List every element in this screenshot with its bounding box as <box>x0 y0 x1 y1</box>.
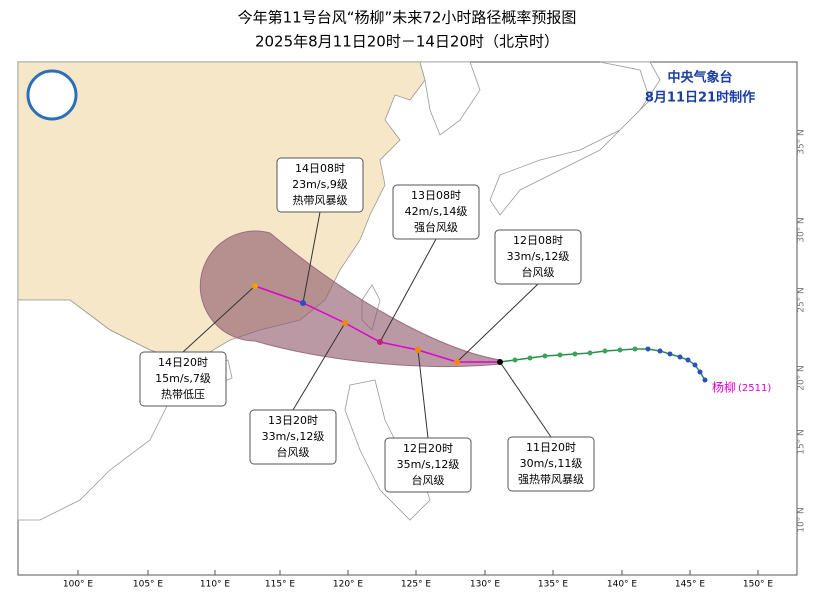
lon-label: 140° E <box>607 580 638 590</box>
past-dot <box>702 377 708 383</box>
track-point <box>252 283 258 289</box>
past-dot <box>617 347 623 353</box>
past-dot <box>692 362 698 368</box>
point-wind: 23m/s,9级 <box>292 178 348 191</box>
label-box <box>249 409 337 465</box>
storm-code: (2511) <box>738 383 771 394</box>
track-point <box>497 359 503 365</box>
point-time: 14日20时 <box>158 356 208 369</box>
point-grade: 热带低压 <box>161 388 205 401</box>
point-wind: 33m/s,12级 <box>262 430 325 443</box>
lat-label: 35° N <box>797 129 807 155</box>
lon-label: 135° E <box>538 580 569 590</box>
lat-label: 30° N <box>797 217 807 243</box>
past-dot <box>542 353 548 359</box>
probability-cone <box>199 230 501 367</box>
point-time: 13日20时 <box>268 414 318 427</box>
footer-strip <box>0 580 815 606</box>
track-point <box>454 359 460 365</box>
lon-label: 150° E <box>743 580 774 590</box>
track-point <box>415 347 421 353</box>
point-grade: 强台风级 <box>414 220 458 234</box>
connector <box>499 361 552 438</box>
lat-label: 25° N <box>797 287 807 313</box>
point-time: 14日08时 <box>295 162 345 175</box>
past-dot <box>632 346 638 352</box>
past-dot <box>527 355 533 361</box>
past-dot <box>645 346 651 352</box>
lon-label: 145° E <box>675 580 706 590</box>
point-grade: 热带风暴级 <box>293 194 348 207</box>
point-time: 11日20时 <box>526 441 576 454</box>
connector <box>182 285 256 353</box>
point-grade: 台风级 <box>412 473 445 487</box>
past-dot <box>587 350 593 356</box>
lon-label: 110° E <box>200 580 231 590</box>
logo <box>26 69 78 121</box>
lon-label: 115° E <box>265 580 296 590</box>
connector <box>417 349 429 439</box>
point-grade: 强热带风暴级 <box>518 473 584 486</box>
storm-name: 杨柳 <box>712 380 736 395</box>
connector <box>456 283 539 363</box>
lat-label: 15° N <box>797 429 807 455</box>
issued: 8月11日21时制作 <box>645 90 755 106</box>
label-box <box>507 436 595 492</box>
label-box <box>139 351 227 407</box>
label-box <box>384 437 472 493</box>
title: 今年第11号台风“杨柳”未来72小时路径概率预报图 <box>238 9 577 27</box>
past-dot <box>512 357 518 363</box>
lat-label: 10° N <box>797 507 807 533</box>
point-wind: 35m/s,12级 <box>397 458 460 471</box>
label-box <box>392 184 480 240</box>
point-grade: 台风级 <box>277 445 310 459</box>
past-dot <box>602 348 608 354</box>
connector <box>292 322 346 411</box>
lon-label: 120° E <box>333 580 364 590</box>
point-grade: 台风级 <box>522 265 555 279</box>
past-dot <box>657 348 663 354</box>
point-wind: 42m/s,14级 <box>405 205 468 218</box>
point-wind: 30m/s,11级 <box>520 457 583 470</box>
label-box <box>494 229 582 285</box>
track-point <box>377 339 383 345</box>
point-time: 12日20时 <box>403 442 453 455</box>
past-dot <box>685 357 691 363</box>
past-dot <box>557 352 563 358</box>
lat-label: 20° N <box>797 365 807 391</box>
past-dot <box>697 369 703 375</box>
agency: 中央气象台 <box>667 70 732 86</box>
subtitle: 2025年8月11日20时－14日20时（北京时） <box>255 33 559 51</box>
past-dot <box>667 351 673 357</box>
lon-label: 105° E <box>133 580 164 590</box>
point-wind: 33m/s,12级 <box>507 250 570 263</box>
past-dot <box>677 354 683 360</box>
connector <box>379 238 437 343</box>
point-time: 12日08时 <box>513 234 563 247</box>
lon-label: 100° E <box>63 580 94 590</box>
lon-label: 125° E <box>401 580 432 590</box>
track-point <box>342 320 348 326</box>
track-point <box>300 300 306 306</box>
point-time: 13日08时 <box>411 189 461 202</box>
point-wind: 15m/s,7级 <box>155 372 211 385</box>
past-dot <box>572 351 578 357</box>
connector <box>302 211 321 304</box>
lon-label: 130° E <box>470 580 501 590</box>
label-box <box>276 157 364 213</box>
